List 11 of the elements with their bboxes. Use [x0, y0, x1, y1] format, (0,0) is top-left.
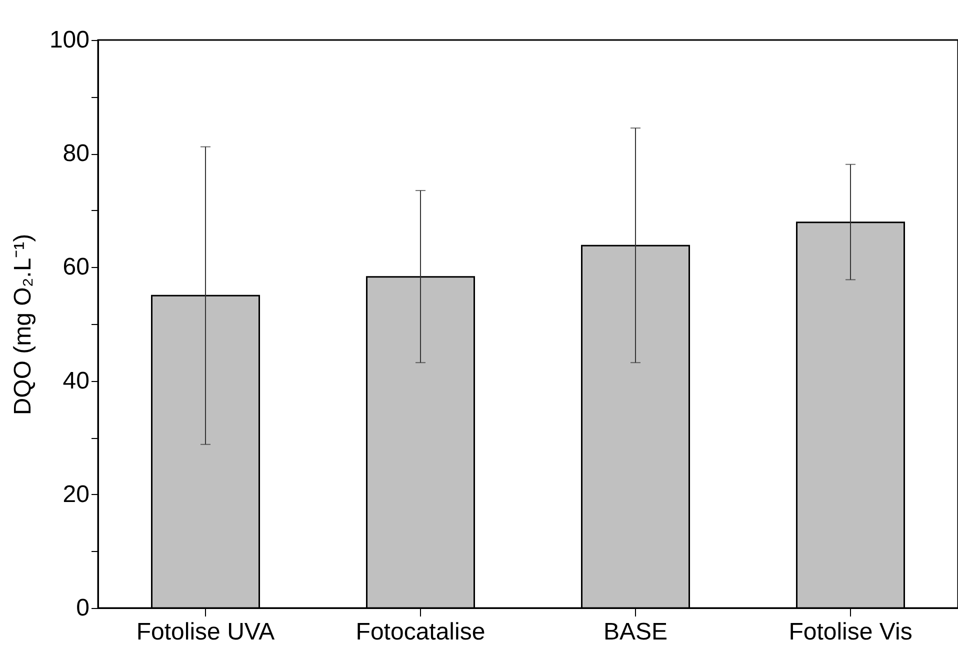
- y-tick-label: 60: [62, 254, 90, 281]
- y-tick-label: 80: [62, 140, 90, 168]
- y-tick-label: 100: [49, 26, 90, 54]
- x-tick-label: Fotolise Vis: [788, 618, 912, 646]
- x-tick-label: BASE: [603, 618, 668, 646]
- y-tick-label: 40: [62, 367, 90, 394]
- x-tick-label: Fotolise UVA: [136, 618, 275, 646]
- y-tick-label: 20: [62, 480, 90, 508]
- y-tick-label: 0: [76, 594, 90, 622]
- x-tick-label: Fotocatalise: [356, 618, 486, 646]
- y-axis-title: DQO (mg O₂.L⁻¹): [9, 234, 36, 416]
